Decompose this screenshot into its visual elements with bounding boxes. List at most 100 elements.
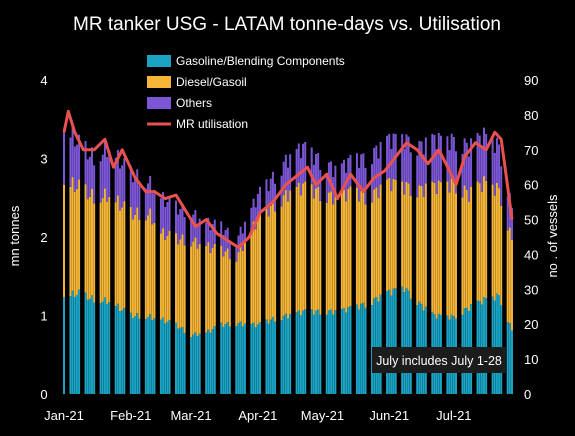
others-bar: [437, 132, 440, 181]
y2-tick-label: 0: [524, 387, 531, 402]
diesel-bar: [265, 205, 268, 320]
diesel-bar: [478, 183, 481, 302]
others-bar: [355, 153, 358, 188]
gasoline-bar: [491, 296, 494, 394]
diesel-bar: [362, 191, 365, 303]
diesel-bar: [420, 185, 423, 304]
others-bar: [388, 133, 391, 178]
diesel-bar: [71, 177, 74, 291]
diesel-bar: [409, 195, 412, 299]
others-bar: [93, 165, 96, 204]
diesel-bar: [446, 181, 449, 316]
others-bar: [168, 196, 171, 231]
gasoline-bar: [241, 326, 244, 394]
gasoline-bar: [168, 320, 171, 394]
others-bar: [259, 186, 261, 212]
gasoline-bar: [498, 294, 501, 394]
gasoline-bar: [355, 304, 358, 394]
gasoline-bar: [386, 291, 389, 394]
gasoline-bar: [181, 327, 184, 394]
gasoline-bar: [358, 309, 361, 394]
legend-swatch: [147, 76, 171, 88]
gasoline-bar: [332, 314, 335, 394]
others-bar: [511, 208, 513, 240]
others-bar: [452, 137, 455, 181]
diesel-bar: [297, 182, 300, 311]
gasoline-bar: [345, 312, 348, 394]
diesel-bar: [73, 191, 76, 297]
gasoline-bar: [289, 314, 292, 394]
y-tick-label: 4: [40, 73, 47, 88]
diesel-bar: [63, 184, 65, 298]
x-tick-label: Jan-21: [44, 408, 84, 423]
legend-swatch: [147, 55, 171, 67]
gasoline-bar: [409, 298, 412, 394]
diesel-bar: [355, 187, 358, 305]
others-bar: [196, 223, 199, 249]
diesel-bar: [250, 229, 253, 324]
diesel-bar: [183, 245, 186, 333]
diesel-bar: [448, 192, 451, 320]
diesel-bar: [371, 202, 373, 306]
gasoline-bar: [190, 337, 193, 394]
diesel-bar: [312, 198, 315, 315]
diesel-bar: [401, 181, 404, 287]
legend-item-gasoline: Gasoline/Blending Components: [147, 54, 345, 68]
others-bar: [392, 133, 395, 179]
gasoline-bar: [254, 327, 257, 394]
note-text: July includes July 1-28: [376, 354, 502, 368]
others-bar: [116, 149, 119, 196]
others-bar: [420, 141, 423, 186]
others-bar: [455, 151, 457, 194]
others-bar: [166, 202, 169, 236]
gasoline-bar: [88, 298, 91, 394]
diesel-bar: [190, 246, 193, 338]
gasoline-bar: [179, 327, 182, 394]
diesel-bar: [392, 178, 395, 289]
diesel-bar: [289, 190, 292, 315]
gasoline-bar: [147, 317, 149, 394]
diesel-bar: [168, 230, 171, 321]
gasoline-bar: [136, 313, 139, 394]
others-bar: [495, 137, 498, 183]
gasoline-bar: [495, 293, 498, 394]
diesel-bar: [388, 177, 391, 290]
gasoline-bar: [75, 294, 78, 394]
gasoline-bar: [211, 329, 214, 394]
diesel-bar: [373, 189, 376, 299]
others-bar: [211, 224, 214, 248]
diesel-bar: [377, 198, 380, 302]
others-bar: [84, 141, 87, 185]
diesel-bar: [386, 179, 389, 292]
diesel-bar: [340, 192, 343, 310]
others-bar: [491, 139, 494, 185]
others-bar: [114, 157, 117, 203]
others-bar: [319, 169, 322, 201]
gasoline-bar: [317, 309, 320, 394]
diesel-bar: [467, 201, 470, 312]
others-bar: [209, 230, 212, 253]
y-axis-left: 0 1 2 3 4: [40, 73, 47, 402]
diesel-bar: [237, 252, 240, 324]
others-bar: [265, 179, 268, 206]
gasoline-bar: [116, 303, 119, 394]
gasoline-bar: [138, 318, 141, 394]
y2-tick-label: 90: [524, 73, 538, 88]
diesel-bar: [84, 184, 87, 293]
gasoline-bar: [312, 314, 315, 394]
gasoline-bar: [269, 319, 272, 394]
gasoline-bar: [224, 324, 227, 394]
gasoline-bar: [153, 318, 156, 394]
gasoline-bar: [99, 303, 102, 394]
diesel-bar: [207, 242, 210, 330]
utilisation-line: [62, 109, 514, 249]
y2-tick-label: 70: [524, 143, 538, 158]
diesel-bar: [418, 185, 421, 302]
diesel-bar: [455, 193, 457, 319]
diesel-bar: [166, 235, 169, 322]
others-bar: [119, 168, 121, 211]
y2-tick-label: 30: [524, 282, 538, 297]
gasoline-bar: [131, 318, 134, 394]
diesel-bar: [403, 194, 406, 293]
diesel-bar: [450, 178, 453, 315]
